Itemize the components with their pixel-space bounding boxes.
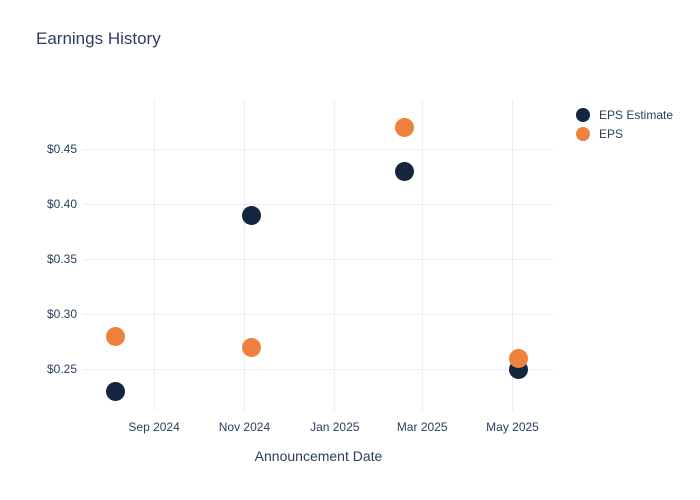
x-tick-label: Sep 2024	[128, 420, 180, 434]
y-tick-label: $0.25	[46, 361, 77, 376]
x-tick-label: Nov 2024	[218, 420, 271, 434]
x-gridline	[421, 100, 423, 411]
data-point-eps-estimate[interactable]	[106, 381, 126, 401]
data-point-eps-estimate[interactable]	[242, 205, 262, 225]
legend-label-eps: EPS	[599, 126, 624, 141]
data-point-eps-estimate[interactable]	[394, 161, 414, 181]
y-gridline	[83, 313, 554, 315]
data-point-eps[interactable]	[242, 337, 262, 357]
x-tick-label: Mar 2025	[396, 420, 448, 434]
x-gridline	[512, 100, 514, 411]
x-gridline	[334, 100, 336, 411]
x-axis-title: Announcement Date	[254, 448, 383, 464]
legend-marker-eps	[576, 126, 590, 141]
x-tick-label: Jan 2025	[310, 420, 360, 434]
chart-title: Earnings History	[36, 29, 161, 48]
legend-marker-eps-estimate	[576, 107, 590, 122]
data-point-eps[interactable]	[394, 117, 414, 137]
data-point-eps[interactable]	[508, 348, 528, 368]
legend-item-eps-estimate[interactable]: EPS Estimate	[570, 105, 673, 124]
y-tick-label: $0.45	[46, 141, 77, 156]
x-gridline	[153, 100, 155, 411]
data-point-eps[interactable]	[106, 326, 126, 346]
y-tick-label: $0.35	[46, 251, 77, 266]
x-tick-label: May 2025	[486, 420, 539, 434]
x-gridline	[243, 100, 245, 411]
legend: EPS Estimate EPS	[570, 105, 673, 143]
y-gridline	[83, 258, 554, 260]
y-gridline	[83, 203, 554, 205]
y-tick-label: $0.40	[46, 196, 77, 211]
legend-item-eps[interactable]: EPS	[570, 124, 673, 143]
y-tick-label: $0.30	[46, 306, 77, 321]
y-gridline	[83, 368, 554, 370]
legend-label-eps-estimate: EPS Estimate	[599, 107, 674, 122]
y-gridline	[83, 148, 554, 150]
